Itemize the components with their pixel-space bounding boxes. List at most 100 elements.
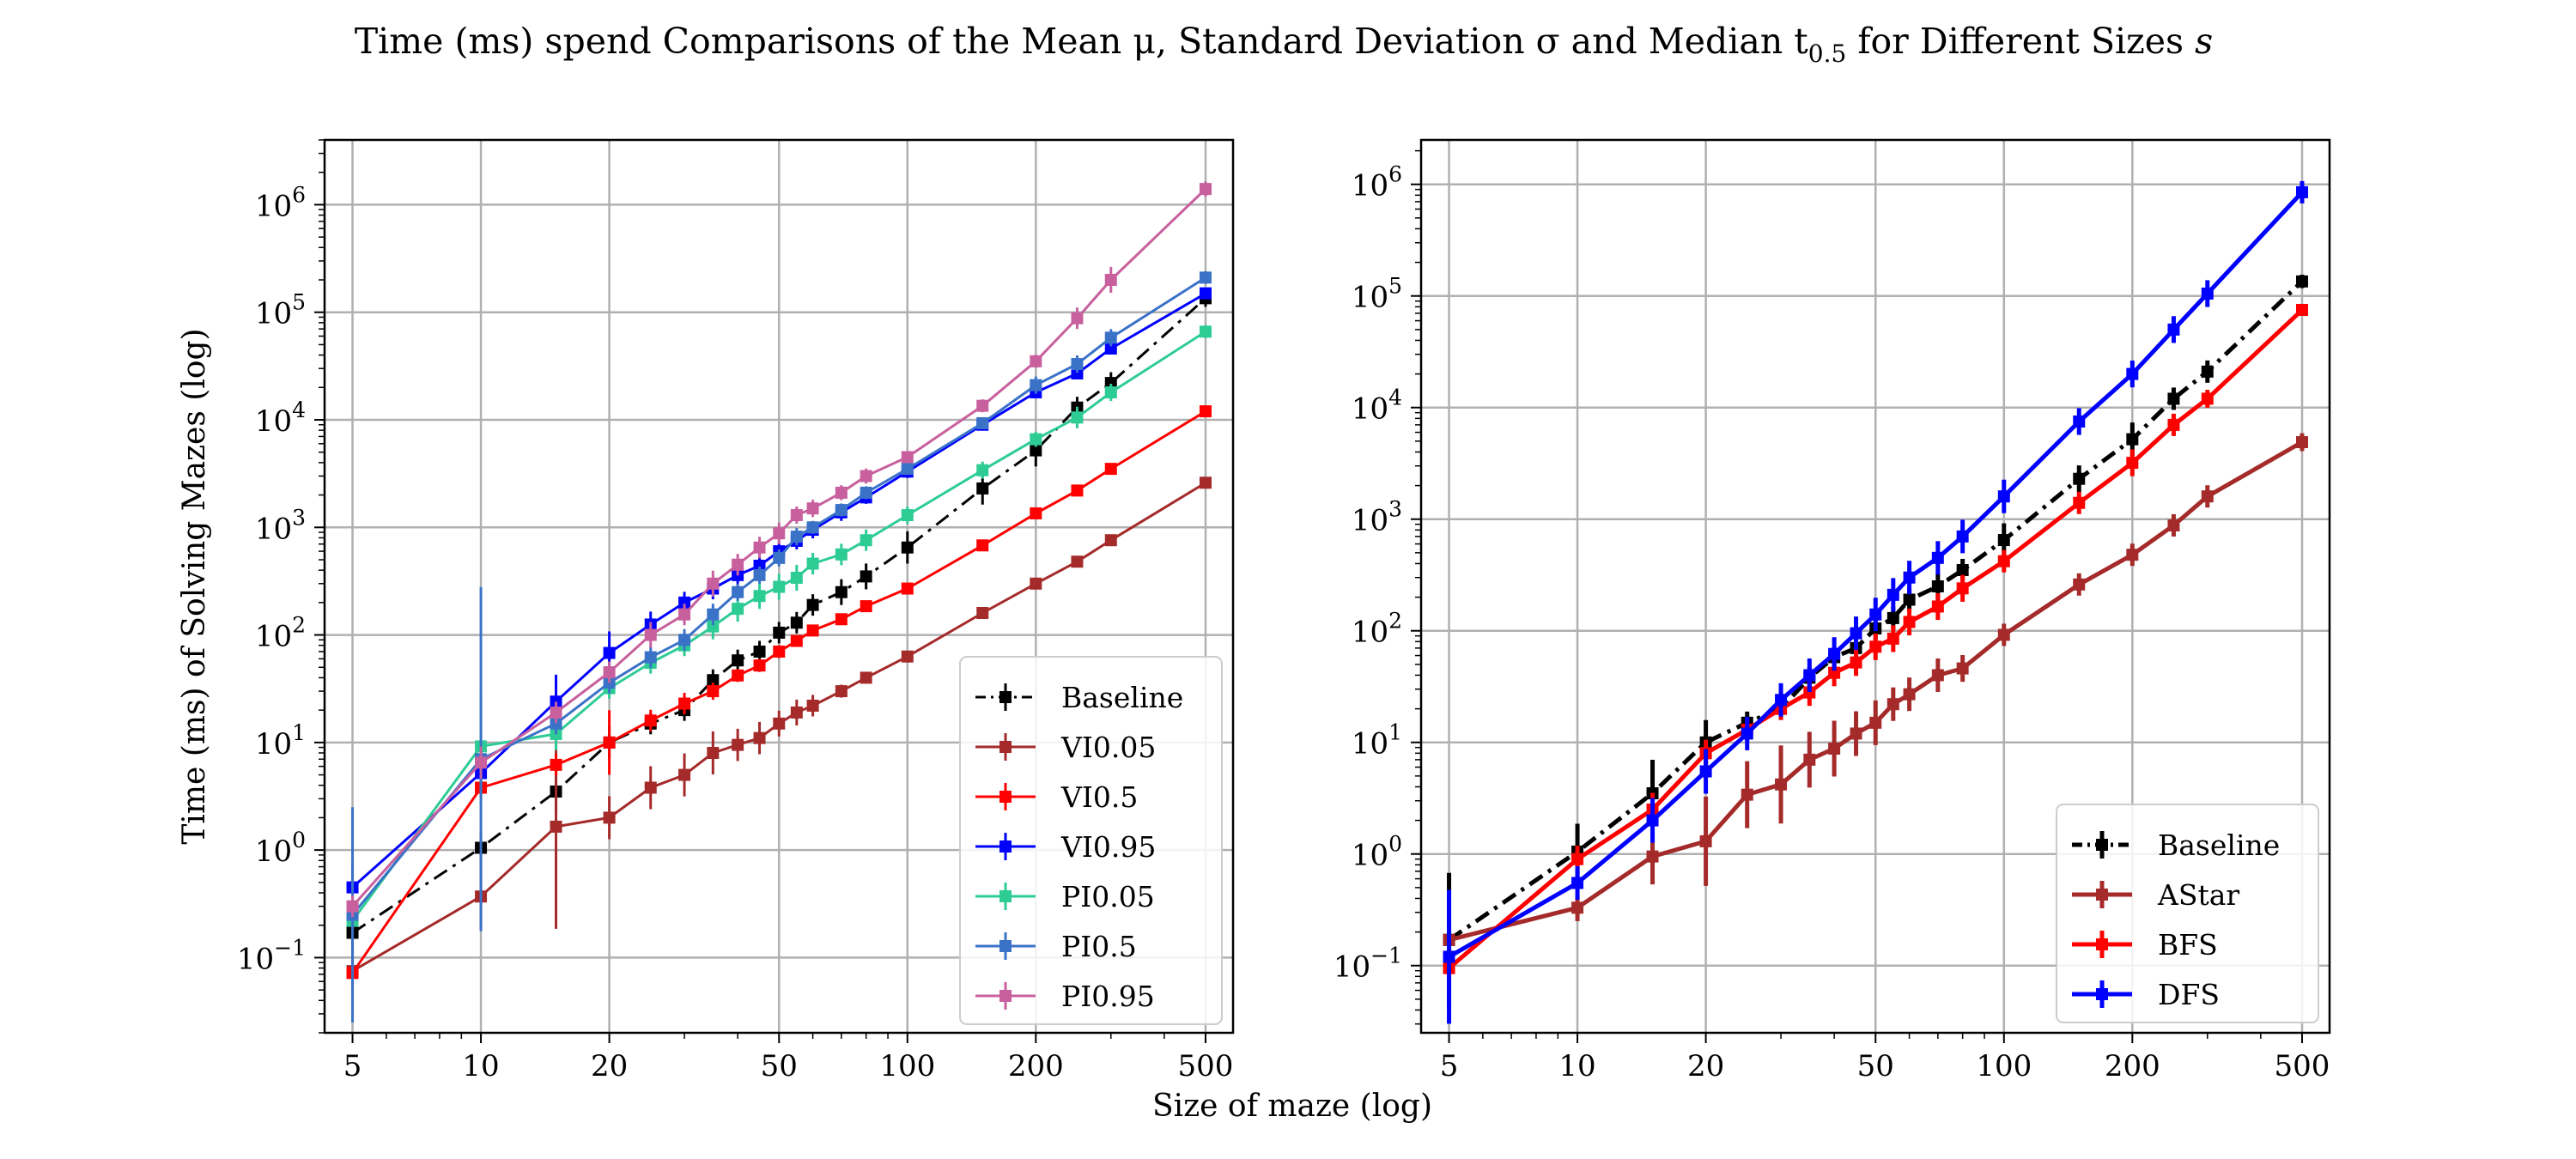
data-point xyxy=(773,527,786,540)
x-tick-label: 200 xyxy=(2105,1049,2160,1083)
data-point xyxy=(1803,686,1816,699)
data-point xyxy=(806,502,819,515)
data-point xyxy=(707,608,720,621)
legend-marker xyxy=(2096,938,2108,950)
data-point xyxy=(860,671,872,684)
data-point xyxy=(753,568,766,581)
data-point xyxy=(1997,555,2010,567)
data-point xyxy=(732,558,744,571)
data-point xyxy=(835,613,848,626)
data-point xyxy=(1646,850,1659,863)
data-point xyxy=(1775,694,1788,707)
y-tick-label: 10−1 xyxy=(1334,944,1402,985)
legend-item: BFS xyxy=(2072,928,2218,962)
data-point xyxy=(901,582,914,595)
data-point xyxy=(2295,275,2308,288)
legend-item: PI0.95 xyxy=(975,980,1155,1013)
legend-marker xyxy=(2096,988,2108,1000)
series-line xyxy=(351,331,1206,922)
legend-marker xyxy=(2096,839,2108,851)
data-point xyxy=(1030,577,1042,590)
y-tick-label: 100 xyxy=(1352,832,1402,873)
data-point xyxy=(976,482,989,495)
data-point xyxy=(1741,727,1753,740)
y-tick-label: 100 xyxy=(255,828,306,869)
data-point xyxy=(644,714,657,727)
data-point xyxy=(475,756,488,769)
data-point xyxy=(707,685,720,698)
data-point xyxy=(1828,647,1841,660)
data-point xyxy=(1931,669,1944,682)
y-tick-label: 104 xyxy=(1352,385,1402,427)
data-point xyxy=(790,531,803,543)
data-point xyxy=(1199,287,1212,300)
data-point xyxy=(790,509,803,522)
y-tick-label: 105 xyxy=(1352,274,1402,315)
data-point xyxy=(860,600,872,613)
data-point xyxy=(1741,788,1753,801)
legend-label: PI0.05 xyxy=(1061,880,1155,913)
data-point xyxy=(976,464,989,476)
data-point xyxy=(1699,765,1712,778)
data-point xyxy=(1903,616,1916,628)
y-tick-label: 102 xyxy=(1352,609,1402,650)
data-point xyxy=(1104,342,1117,355)
x-tick-label: 20 xyxy=(591,1049,628,1083)
data-point xyxy=(550,758,562,771)
data-point xyxy=(1030,379,1042,391)
series-clip-group xyxy=(346,181,1212,1022)
legend-item: DFS xyxy=(2072,978,2220,1011)
legend-item: PI0.5 xyxy=(975,930,1137,963)
data-point xyxy=(753,590,766,603)
data-point xyxy=(1104,386,1117,399)
data-point xyxy=(678,634,691,646)
data-point xyxy=(976,399,989,412)
left-series-layer xyxy=(346,181,1212,1022)
data-point xyxy=(1071,312,1084,325)
data-point xyxy=(1571,853,1584,865)
left-chart: 5 10 20 50 100 200 500 10−1 100 101 102 103 104 105 10… xyxy=(177,138,1235,1083)
data-point xyxy=(2295,303,2308,316)
legend-marker xyxy=(999,691,1012,703)
legend-item: Baseline xyxy=(2072,828,2280,862)
data-point xyxy=(2167,392,2180,405)
data-point xyxy=(773,551,786,564)
x-tick-label: 500 xyxy=(2275,1049,2330,1083)
right-chart: 5 10 20 50 100 200 500 10−1 100 101 102 103 104 105 10… xyxy=(1334,138,2331,1083)
data-point xyxy=(806,624,819,637)
data-point xyxy=(1571,901,1584,914)
data-point xyxy=(1869,608,1882,621)
data-point xyxy=(1850,656,1862,669)
y-tick-label: 104 xyxy=(255,397,306,439)
legend-box xyxy=(2056,804,2319,1023)
legend-marker xyxy=(2096,889,2108,901)
data-point xyxy=(790,571,803,584)
data-point xyxy=(1886,611,1899,624)
data-point xyxy=(603,811,616,824)
data-point xyxy=(806,557,819,570)
data-point xyxy=(550,706,562,719)
data-point xyxy=(1956,564,1969,577)
data-point xyxy=(1199,405,1212,418)
x-tick-label: 10 xyxy=(462,1049,499,1083)
data-point xyxy=(644,628,657,641)
data-point xyxy=(835,685,848,698)
data-point xyxy=(753,541,766,554)
legend-label: DFS xyxy=(2158,978,2220,1011)
data-point xyxy=(1104,331,1117,344)
data-point xyxy=(732,603,744,616)
data-point xyxy=(901,509,914,522)
data-point xyxy=(1443,950,1455,963)
data-point xyxy=(1199,271,1212,284)
data-point xyxy=(2295,185,2308,198)
data-point xyxy=(732,738,744,751)
data-point xyxy=(790,706,803,719)
data-point xyxy=(806,521,819,534)
data-point xyxy=(773,626,786,639)
data-point xyxy=(1997,628,2010,641)
data-point xyxy=(773,645,786,658)
x-tick-label: 100 xyxy=(1976,1049,2032,1083)
data-point xyxy=(860,570,872,583)
data-point xyxy=(1828,742,1841,755)
data-point xyxy=(2201,392,2214,405)
